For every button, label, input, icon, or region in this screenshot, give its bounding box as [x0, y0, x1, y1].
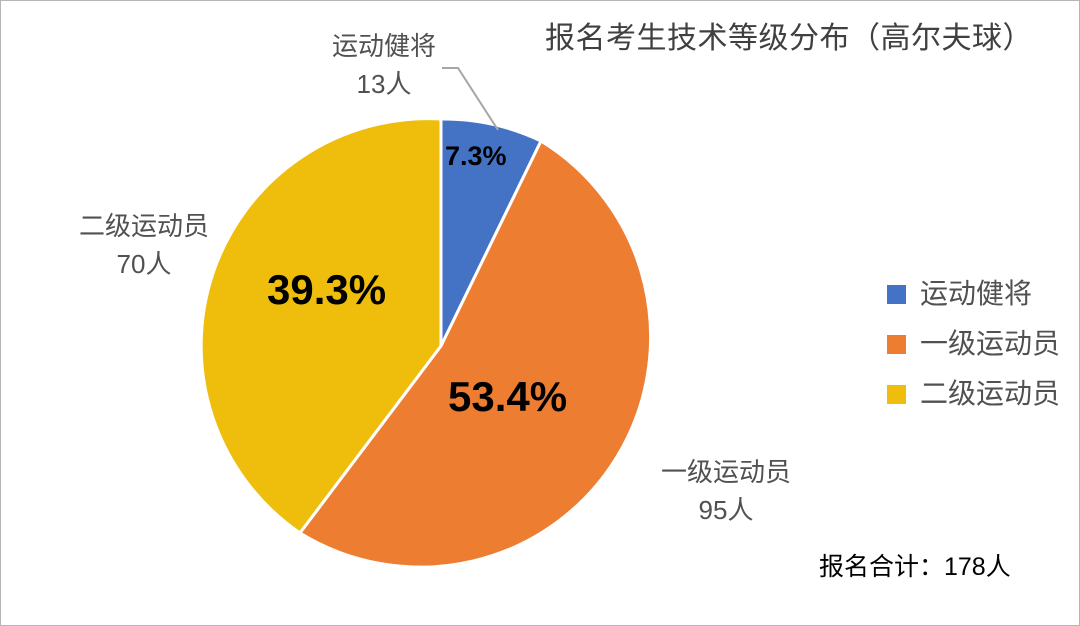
callout-count: 13人	[356, 69, 412, 99]
legend-item-一级运动员[interactable]: 一级运动员	[887, 319, 1060, 369]
legend-swatch-icon	[887, 384, 906, 404]
legend-item-label: 二级运动员	[920, 378, 1061, 409]
callout-count: 95人	[698, 495, 754, 525]
pie-slice-二级运动员[interactable]	[199, 117, 443, 536]
legend-item-运动健将[interactable]: 运动健将	[887, 269, 1060, 319]
callout-count: 70人	[116, 249, 172, 279]
pie-slice-一级运动员[interactable]	[297, 138, 653, 569]
legend-swatch-icon	[887, 334, 906, 354]
callout-label-二级运动员: 二级运动员 70人	[39, 207, 249, 283]
legend-item-label: 运动健将	[920, 278, 1033, 309]
leader-line-运动健将	[442, 67, 499, 131]
callout-name: 二级运动员	[78, 211, 209, 241]
callout-label-一级运动员: 一级运动员 95人	[621, 453, 831, 529]
slice-percent-一级运动员: 53.4%	[448, 373, 568, 420]
legend-item-label: 一级运动员	[920, 328, 1061, 359]
legend-swatch-icon	[887, 284, 906, 304]
legend-item-二级运动员[interactable]: 二级运动员	[887, 369, 1060, 419]
slice-percent-二级运动员: 39.3%	[267, 266, 387, 313]
callout-label-运动健将: 运动健将 13人	[289, 27, 479, 103]
callout-name: 运动健将	[331, 31, 436, 61]
pie-slice-运动健将[interactable]	[439, 117, 544, 347]
chart-title: 报名考生技术等级分布（高尔夫球）	[545, 22, 1033, 55]
callout-name: 一级运动员	[660, 457, 791, 487]
chart-legend: 运动健将 一级运动员 二级运动员	[887, 269, 1060, 419]
total-note: 报名合计：178人	[819, 553, 1011, 581]
slice-percent-运动健将: 7.3%	[445, 141, 507, 171]
